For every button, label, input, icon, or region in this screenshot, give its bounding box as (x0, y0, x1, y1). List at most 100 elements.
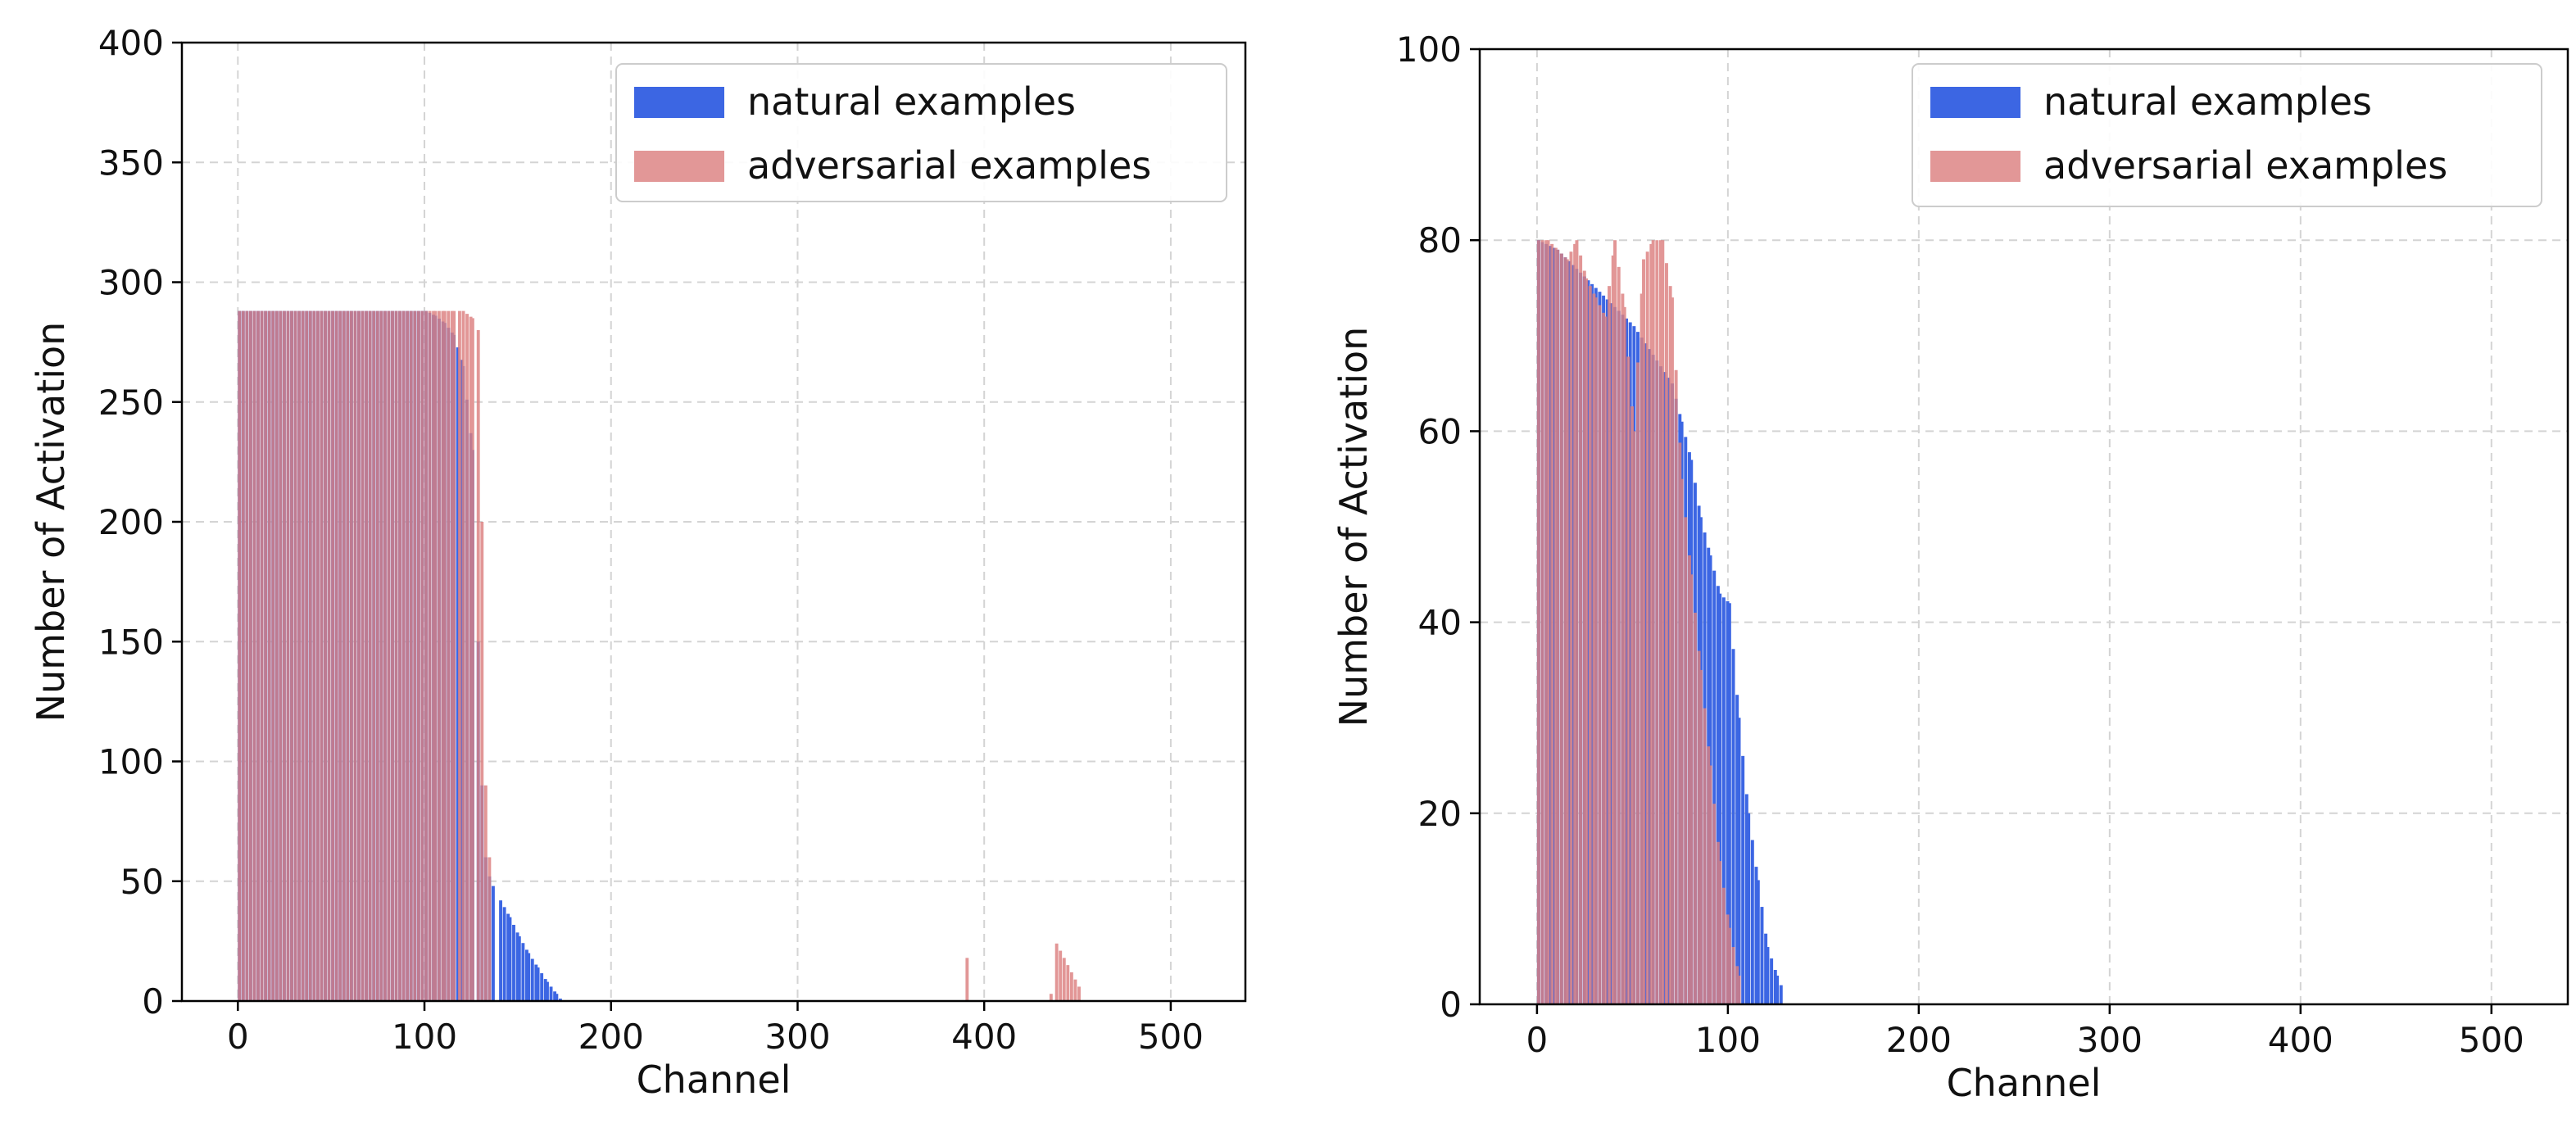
bar (398, 310, 402, 1002)
bar (1592, 293, 1596, 1005)
bar (1598, 305, 1602, 1004)
bar (1585, 278, 1589, 1005)
bar (1628, 322, 1632, 1004)
bar (282, 310, 286, 1002)
bar (1737, 718, 1741, 1004)
bar (301, 310, 305, 1002)
bar (1707, 746, 1711, 1004)
bar (260, 310, 264, 1002)
bar (238, 310, 242, 1002)
bar (433, 310, 438, 1002)
bar (1621, 293, 1625, 1005)
bar (1693, 612, 1697, 1004)
bar (293, 310, 297, 1002)
bar (241, 310, 245, 1002)
bar (442, 310, 447, 1002)
bar (394, 310, 398, 1002)
bar (1622, 306, 1626, 1004)
bar (1735, 695, 1739, 1004)
bar (357, 310, 361, 1002)
bar (1571, 265, 1575, 1004)
bar (546, 981, 549, 1001)
bar (1655, 240, 1659, 1004)
bar (375, 310, 379, 1002)
bar (447, 310, 451, 1002)
bar (286, 310, 290, 1002)
y-tick-label: 80 (1418, 220, 1462, 260)
x-tick-label: 100 (1695, 1020, 1761, 1060)
x-tick-label: 500 (2459, 1020, 2524, 1060)
bar (1648, 349, 1651, 1004)
y-tick-label: 100 (98, 742, 164, 782)
legend: natural examples adversarial examples (1912, 63, 2542, 207)
bar (461, 310, 465, 1002)
bar (488, 857, 492, 1001)
y-tick-label: 400 (98, 23, 164, 63)
bar (1054, 943, 1059, 1001)
bar (338, 310, 342, 1002)
y-tick-label: 40 (1418, 603, 1462, 643)
bar (1708, 765, 1712, 1004)
legend: natural examples adversarial examples (615, 63, 1227, 202)
bar (1680, 478, 1684, 1004)
bar (1744, 794, 1748, 1004)
series-adversarial (1536, 240, 1741, 1005)
bar (1721, 887, 1726, 1004)
bar (428, 310, 432, 1002)
bar (1603, 316, 1608, 1005)
bar (521, 943, 525, 1001)
bar (1670, 297, 1674, 1004)
bar (279, 310, 283, 1002)
y-axis-label: Number of Activation (29, 322, 73, 723)
bar (387, 310, 391, 1002)
bar (267, 310, 271, 1002)
bar (1630, 406, 1635, 1005)
bar (1062, 958, 1066, 1001)
legend-swatch-natural (1930, 87, 2020, 118)
bar (1625, 318, 1629, 1004)
bar (1565, 259, 1569, 1004)
x-tick-label: 0 (1526, 1020, 1549, 1060)
bar (506, 913, 510, 1001)
y-tick-label: 150 (98, 622, 164, 662)
bar (530, 958, 534, 1001)
bar (1552, 247, 1556, 1004)
bar (383, 310, 387, 1002)
bar (1766, 947, 1770, 1004)
bar (1609, 303, 1613, 1004)
bar (420, 310, 424, 1002)
legend-swatch-adversarial (634, 151, 724, 182)
bar (361, 310, 365, 1002)
bar (315, 310, 320, 1002)
bar (1540, 240, 1544, 1004)
bar (379, 310, 383, 1002)
y-tick-label: 300 (98, 263, 164, 303)
bar (305, 310, 309, 1002)
bar (274, 310, 279, 1002)
bar (1684, 517, 1688, 1004)
bar (1575, 240, 1579, 1004)
bar (271, 310, 275, 1002)
bar (465, 314, 469, 1001)
bar (480, 522, 484, 1001)
y-tick-label: 0 (142, 981, 164, 1022)
y-tick-label: 50 (120, 862, 164, 902)
bar (1588, 286, 1592, 1005)
bar (1602, 312, 1606, 1004)
bar (1563, 257, 1567, 1004)
bar (1594, 297, 1598, 1004)
bar (1556, 249, 1560, 1004)
bar (416, 310, 420, 1002)
bar (540, 973, 544, 1001)
bar (1662, 372, 1667, 1004)
x-axis-label: Channel (637, 1058, 791, 1102)
y-axis-label: Number of Activation (1331, 327, 1376, 727)
bar (1716, 841, 1720, 1004)
plot-frame (1478, 48, 2569, 1006)
bar (1668, 286, 1672, 1005)
bar (331, 310, 335, 1002)
bar (1579, 255, 1583, 1005)
bar (1546, 240, 1550, 1004)
y-tick-label: 20 (1418, 794, 1462, 834)
bar (1735, 966, 1739, 1004)
